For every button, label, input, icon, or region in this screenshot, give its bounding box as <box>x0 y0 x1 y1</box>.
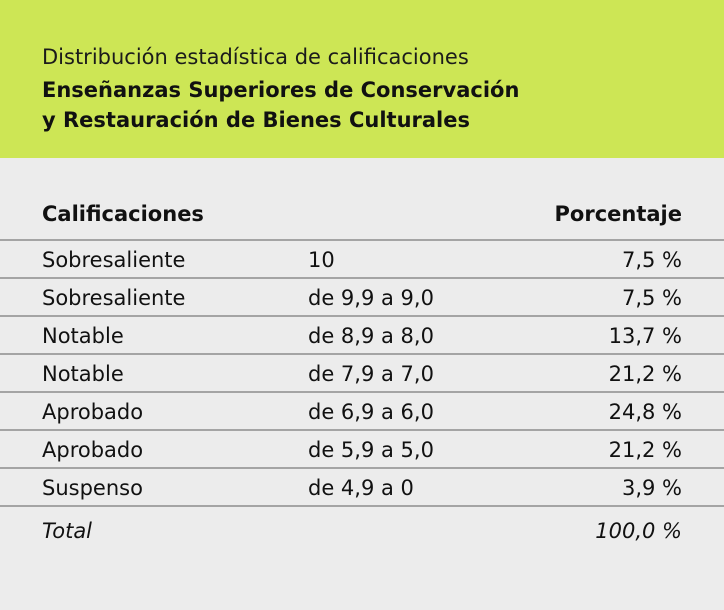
percent-cell: 21,2 % <box>608 438 682 462</box>
row-divider <box>0 277 724 279</box>
range-cell: de 8,9 a 8,0 <box>308 324 434 348</box>
total-percent: 100,0 % <box>595 519 682 543</box>
grade-cell: Sobresaliente <box>42 286 186 310</box>
percent-cell: 3,9 % <box>621 476 682 500</box>
table-row: Sobresaliente 10 7,5 % <box>0 241 724 279</box>
grade-cell: Aprobado <box>42 438 144 462</box>
row-divider <box>0 315 724 317</box>
grade-cell: Sobresaliente <box>42 248 186 272</box>
row-divider <box>0 391 724 393</box>
table-subtitle: Distribución estadística de calificacion… <box>42 45 469 69</box>
header-divider <box>0 239 724 241</box>
column-header-calificaciones: Calificaciones <box>42 202 204 226</box>
range-cell: de 7,9 a 7,0 <box>308 362 434 386</box>
grade-cell: Aprobado <box>42 400 144 424</box>
row-divider <box>0 467 724 469</box>
table-row: Suspenso de 4,9 a 0 3,9 % <box>0 469 724 507</box>
percent-cell: 7,5 % <box>621 286 682 310</box>
row-divider <box>0 353 724 355</box>
total-divider <box>0 505 724 507</box>
range-cell: 10 <box>308 248 335 272</box>
table-row: Notable de 7,9 a 7,0 21,2 % <box>0 355 724 393</box>
range-cell: de 4,9 a 0 <box>308 476 414 500</box>
table-row: Aprobado de 6,9 a 6,0 24,8 % <box>0 393 724 431</box>
table-title: Enseñanzas Superiores de Conservación y … <box>42 75 519 135</box>
percent-cell: 24,8 % <box>608 400 682 424</box>
grade-cell: Suspenso <box>42 476 143 500</box>
table-row: Notable de 8,9 a 8,0 13,7 % <box>0 317 724 355</box>
total-row: Total 100,0 % <box>0 512 724 550</box>
table-row: Aprobado de 5,9 a 5,0 21,2 % <box>0 431 724 469</box>
table-title-line-2: y Restauración de Bienes Culturales <box>42 108 470 132</box>
column-header-porcentaje: Porcentaje <box>554 202 682 226</box>
range-cell: de 6,9 a 6,0 <box>308 400 434 424</box>
total-label: Total <box>42 519 93 543</box>
row-divider <box>0 429 724 431</box>
grade-cell: Notable <box>42 324 124 348</box>
percent-cell: 13,7 % <box>608 324 682 348</box>
range-cell: de 9,9 a 9,0 <box>308 286 434 310</box>
grade-cell: Notable <box>42 362 124 386</box>
percent-cell: 7,5 % <box>621 248 682 272</box>
range-cell: de 5,9 a 5,0 <box>308 438 434 462</box>
table-row: Sobresaliente de 9,9 a 9,0 7,5 % <box>0 279 724 317</box>
table-title-line-1: Enseñanzas Superiores de Conservación <box>42 78 520 102</box>
percent-cell: 21,2 % <box>608 362 682 386</box>
header-banner: Distribución estadística de calificacion… <box>0 0 724 158</box>
